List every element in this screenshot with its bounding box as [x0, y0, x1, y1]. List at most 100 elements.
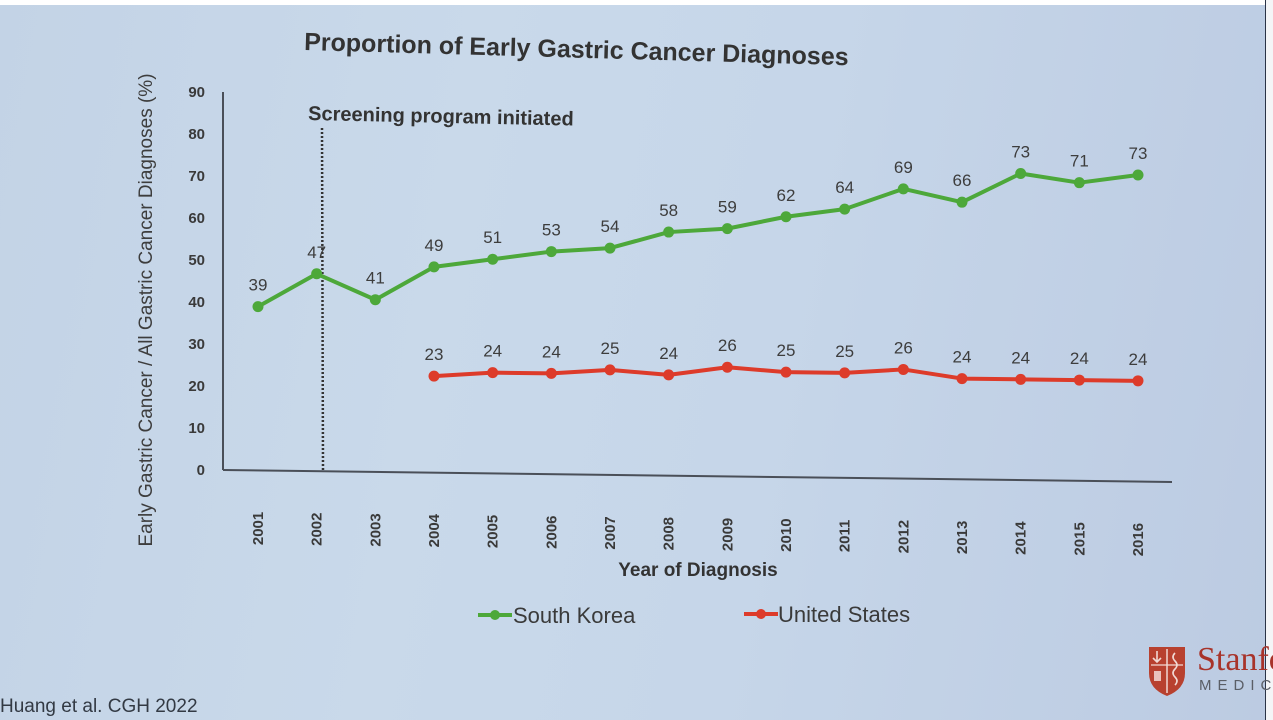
data-label-united-states: 23 [425, 345, 444, 364]
screening-annotation-text: Screening program initiated [308, 103, 574, 131]
y-axis-label: Early Gastric Cancer / All Gastric Cance… [136, 73, 157, 546]
series-south-korea: 39 47 41 49 51 53 54 58 59 62 64 69 66 73 71 73 [249, 143, 1148, 313]
legend: South Korea United States [478, 602, 910, 628]
data-label-south-korea: 69 [894, 158, 913, 177]
data-point-south-korea [1015, 168, 1027, 180]
logo-wordmark: Stanford [1197, 643, 1273, 678]
data-point-south-korea [1073, 177, 1085, 189]
data-label-south-korea: 62 [777, 186, 796, 205]
legend-marker-united-states [756, 609, 766, 619]
y-tick-label: 70 [188, 168, 205, 185]
x-tick-label: 2008 [661, 517, 678, 550]
x-tick-label: 2010 [778, 518, 795, 551]
y-tick-label: 10 [188, 420, 205, 437]
legend-label-united-states: United States [778, 602, 910, 627]
y-tick-label: 30 [188, 336, 205, 353]
x-tick-label: 2016 [1130, 523, 1147, 556]
data-point-united-states [1015, 373, 1027, 385]
x-tick-label: 2015 [1071, 522, 1088, 555]
data-label-south-korea: 47 [307, 243, 326, 262]
data-point-south-korea [839, 203, 851, 215]
data-label-united-states: 24 [1129, 350, 1148, 369]
data-point-united-states [604, 364, 616, 376]
citation-text: Huang et al. CGH 2022 [0, 696, 198, 717]
data-label-united-states: 24 [953, 348, 972, 367]
data-label-united-states: 24 [483, 342, 502, 361]
data-point-united-states [1132, 375, 1144, 387]
data-point-south-korea [487, 253, 499, 265]
data-point-south-korea [721, 223, 733, 235]
x-axis-line [222, 469, 1173, 483]
data-label-south-korea: 53 [542, 221, 561, 240]
legend-item-united-states: United States [744, 602, 910, 627]
data-point-south-korea [1132, 169, 1144, 181]
data-point-south-korea [428, 261, 440, 273]
x-tick-label: 2011 [837, 520, 854, 553]
data-point-south-korea [897, 183, 909, 195]
data-label-united-states: 26 [894, 338, 913, 357]
data-label-south-korea: 64 [835, 178, 854, 197]
data-point-south-korea [780, 211, 792, 223]
data-label-south-korea: 49 [425, 236, 444, 255]
data-label-south-korea: 66 [953, 171, 972, 190]
data-label-united-states: 25 [601, 339, 620, 358]
x-tick-label: 2014 [1013, 521, 1030, 555]
data-point-united-states [721, 361, 733, 373]
data-point-united-states [663, 369, 675, 381]
data-point-south-korea [369, 294, 381, 306]
series-layer: 39 47 41 49 51 53 54 58 59 62 64 69 66 73 71 73 23 24 24 25… [249, 143, 1148, 387]
legend-item-south-korea: South Korea [478, 603, 636, 628]
data-point-united-states [839, 367, 851, 379]
x-tick-label: 2005 [485, 515, 502, 548]
y-tick-label: 20 [188, 378, 205, 395]
data-point-united-states [545, 367, 557, 379]
y-tick-label: 50 [188, 252, 205, 269]
data-point-south-korea [252, 301, 264, 313]
data-label-south-korea: 73 [1129, 144, 1148, 163]
x-tick-label: 2007 [602, 516, 619, 549]
data-label-south-korea: 41 [366, 269, 385, 288]
data-point-south-korea [545, 246, 557, 258]
data-label-united-states: 24 [1070, 349, 1089, 368]
data-point-united-states [487, 367, 499, 379]
series-united-states: 23 24 24 25 24 26 25 25 26 24 24 24 24 [425, 336, 1148, 387]
data-label-south-korea: 73 [1011, 143, 1030, 162]
data-label-united-states: 24 [659, 344, 678, 363]
logo-subtitle: MEDICINE [1199, 677, 1273, 694]
x-ticks: 2001 2002 2003 2004 2005 2006 2007 2008 2009 2010… [250, 512, 1147, 557]
data-label-united-states: 24 [1011, 348, 1030, 367]
y-ticks: 0 10 20 30 40 50 60 70 80 90 [188, 84, 205, 479]
data-point-south-korea [956, 196, 968, 208]
series-line-south-korea [257, 171, 1139, 309]
x-axis-label: Year of Diagnosis [618, 560, 777, 581]
data-point-united-states [428, 370, 440, 382]
slide-background [0, 5, 1265, 720]
x-tick-label: 2004 [426, 513, 443, 547]
y-tick-label: 40 [188, 294, 205, 311]
y-tick-label: 90 [188, 84, 205, 101]
legend-marker-south-korea [490, 610, 500, 620]
x-tick-label: 2012 [895, 520, 912, 553]
x-tick-label: 2003 [367, 513, 384, 546]
data-label-south-korea: 58 [659, 201, 678, 220]
data-label-united-states: 24 [542, 342, 561, 361]
x-tick-label: 2001 [250, 512, 267, 545]
data-point-united-states [1073, 374, 1085, 386]
data-point-south-korea [311, 268, 323, 280]
data-point-south-korea [663, 226, 675, 238]
window-edge [1265, 0, 1273, 720]
chart-title: Proportion of Early Gastric Cancer Diagn… [304, 28, 849, 71]
x-tick-label: 2002 [309, 513, 326, 546]
data-label-south-korea: 54 [601, 217, 620, 236]
data-label-south-korea: 59 [718, 198, 737, 217]
data-label-south-korea: 71 [1070, 152, 1089, 171]
screening-annotation-line [320, 127, 325, 472]
data-label-united-states: 26 [718, 336, 737, 355]
y-tick-label: 0 [197, 462, 205, 479]
y-tick-label: 60 [188, 210, 205, 227]
x-tick-label: 2013 [954, 521, 971, 554]
data-label-south-korea: 39 [249, 276, 268, 295]
data-label-united-states: 25 [777, 341, 796, 360]
data-label-united-states: 25 [835, 342, 854, 361]
